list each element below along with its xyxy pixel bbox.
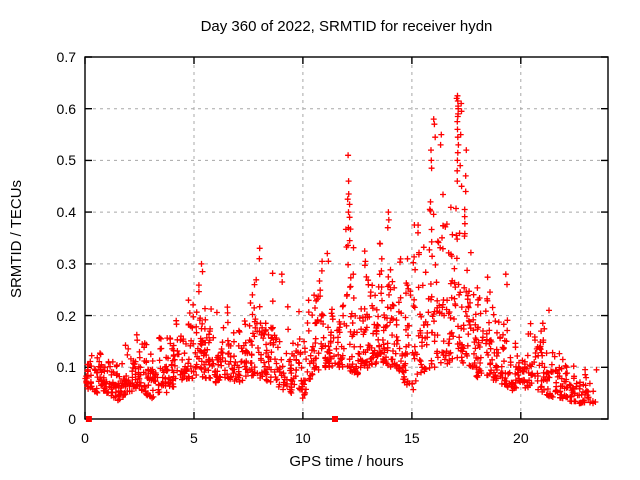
x-axis-label: GPS time / hours xyxy=(289,453,404,470)
x-tick-label: 10 xyxy=(295,430,311,446)
x-tick-label: 20 xyxy=(513,430,529,446)
tick-marks xyxy=(84,56,608,420)
y-tick-label: 0.1 xyxy=(56,359,76,376)
x-tick-label: 0 xyxy=(81,430,89,446)
x-tick-label: 15 xyxy=(404,430,420,446)
y-tick-label: 0.5 xyxy=(56,152,76,169)
grid-lines xyxy=(86,58,607,418)
zero-marker-square xyxy=(332,416,338,422)
y-tick-label: 0.7 xyxy=(56,49,76,65)
zero-marker-square xyxy=(85,416,92,422)
y-tick-label: 0 xyxy=(68,411,76,427)
y-tick-label: 0.2 xyxy=(56,307,76,324)
y-tick-label: 0.6 xyxy=(56,100,76,117)
chart-title: Day 360 of 2022, SRMTID for receiver hyd… xyxy=(200,18,493,35)
scatter-points xyxy=(82,92,600,407)
x-tick-label: 5 xyxy=(190,430,198,446)
y-tick-label: 0.4 xyxy=(56,204,76,221)
y-tick-label: 0.3 xyxy=(56,255,76,272)
axis-border xyxy=(84,56,609,420)
